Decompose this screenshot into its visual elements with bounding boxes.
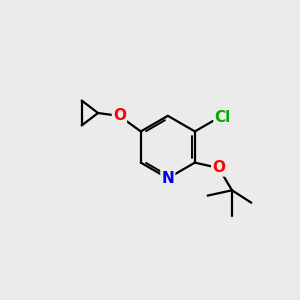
Text: N: N <box>161 171 174 186</box>
Text: O: O <box>212 160 225 175</box>
Text: Cl: Cl <box>214 110 231 125</box>
Text: O: O <box>113 109 126 124</box>
